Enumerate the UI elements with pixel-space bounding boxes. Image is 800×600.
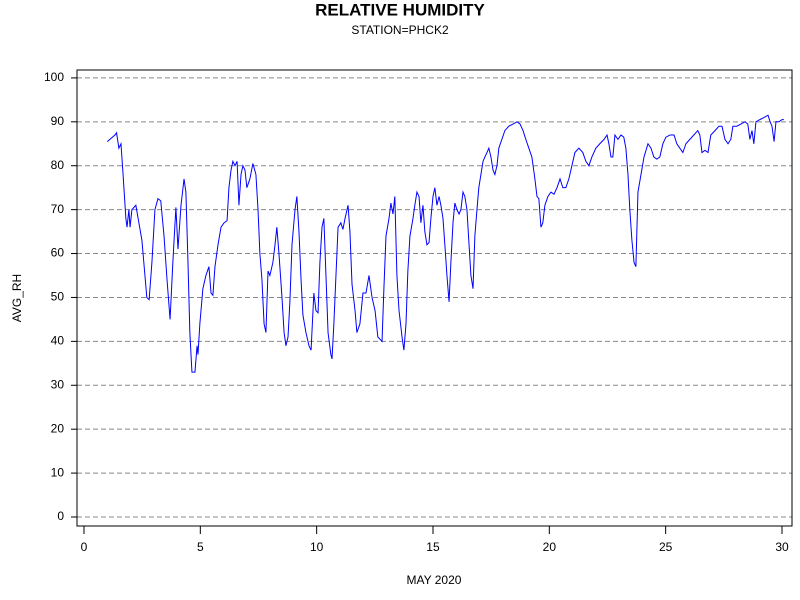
chart-subtitle: STATION=PHCK2	[351, 23, 449, 37]
y-tick-label: 20	[51, 421, 65, 435]
y-tick-label: 60	[51, 246, 65, 260]
y-tick-label: 50	[51, 290, 65, 304]
chart-title: RELATIVE HUMIDITY	[315, 0, 485, 19]
x-axis-label: MAY 2020	[407, 573, 462, 587]
x-tick-label: 10	[310, 540, 324, 554]
y-tick-label: 90	[51, 114, 65, 128]
y-tick-label: 10	[51, 465, 65, 479]
x-tick-label: 30	[775, 540, 789, 554]
y-axis-label: AVG_RH	[10, 274, 24, 322]
y-tick-label: 30	[51, 377, 65, 391]
x-tick-label: 0	[81, 540, 88, 554]
x-tick-label: 5	[197, 540, 204, 554]
y-tick-label: 40	[51, 334, 65, 348]
data-line	[106, 114, 784, 373]
y-tick-label: 70	[51, 202, 65, 216]
y-tick-label: 0	[57, 509, 64, 523]
x-tick-label: 15	[426, 540, 440, 554]
y-tick-label: 80	[51, 158, 65, 172]
x-tick-label: 20	[543, 540, 557, 554]
y-tick-label: 100	[44, 70, 64, 84]
x-tick-label: 25	[659, 540, 673, 554]
plot-frame	[76, 69, 793, 527]
